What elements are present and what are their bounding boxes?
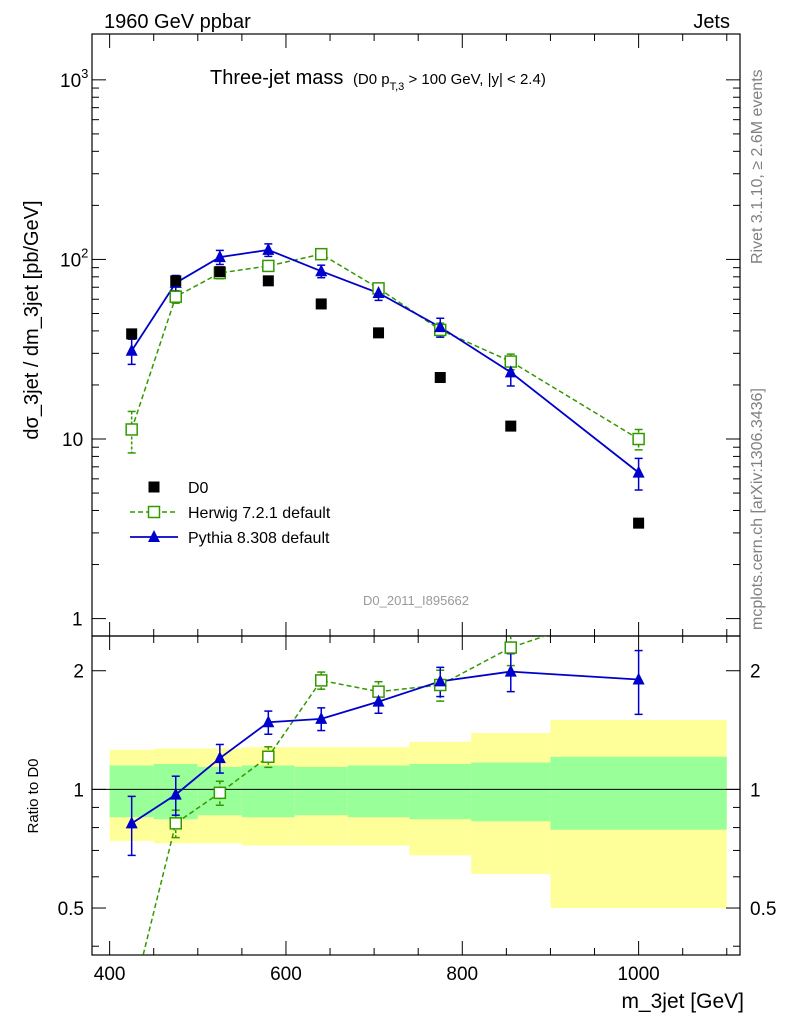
herwig-ratio-point — [633, 599, 644, 610]
main-y-tick-base: 10 — [62, 430, 83, 451]
main-y-tick-base: 1 — [72, 610, 83, 631]
legend: D0 Herwig 7.2.1 default Pythia 8.308 defau… — [130, 480, 331, 547]
ratio-band-stat — [294, 766, 348, 816]
d0-point — [434, 372, 446, 384]
herwig-ratio-point — [169, 817, 183, 830]
d0-point — [505, 420, 517, 432]
d0-point — [170, 275, 182, 287]
pythia-ratio-point — [504, 664, 517, 677]
plot-title-sub: (D0 p — [353, 71, 390, 88]
y-axis-label: dσ_3jet / dm_3jet [pb/GeV] — [21, 200, 43, 439]
pythia-ratio-point — [434, 674, 447, 687]
ratio-plot-marks — [125, 599, 645, 1007]
ratio-band-stat — [409, 763, 472, 820]
x-axis-label: m_3jet [GeV] — [621, 990, 744, 1013]
pythia-point — [315, 264, 328, 277]
pythia-ratio-point — [213, 751, 226, 764]
ratio-y-tick-label: 0.5 — [58, 899, 84, 920]
herwig-point — [262, 259, 275, 273]
pythia-ratio-point — [372, 694, 385, 707]
legend-label: Herwig 7.2.1 default — [188, 505, 331, 522]
herwig-ratio-point — [262, 750, 275, 764]
ratio-y-tick-label-right: 0.5 — [750, 899, 776, 920]
ratio-y-axis-label: Ratio to D0 — [25, 758, 42, 833]
ratio-y-tick-label: 2 — [73, 662, 84, 683]
herwig-ratio-point — [126, 996, 137, 1007]
main-y-tick-base: 10 — [60, 250, 81, 271]
herwig-ratio-line — [142, 636, 548, 955]
x-tick-label: 400 — [94, 964, 126, 985]
herwig-ratio-point — [314, 674, 328, 687]
ratio-y-tick-label: 1 — [73, 780, 84, 801]
pythia-ratio-point — [262, 715, 275, 728]
plot-title: Three-jet mass (D0 pT,3 > 100 GeV, |y| <… — [210, 67, 546, 93]
ratio-band-stat — [347, 765, 410, 818]
plot-title-sub-index: T,3 — [390, 81, 405, 93]
pythia-point — [504, 365, 517, 378]
d0-point — [633, 517, 645, 529]
d0-point — [373, 327, 385, 339]
ratio-y-tick-label-right: 1 — [750, 780, 761, 801]
x-tick-label: 600 — [270, 964, 302, 985]
main-y-tick-label: 103 — [60, 66, 88, 92]
legend-pythia-marker — [148, 530, 160, 542]
ratio-y-tick-label-right: 2 — [750, 662, 761, 683]
herwig-line — [130, 253, 640, 440]
legend-herwig-marker — [147, 505, 161, 519]
pythia-point — [434, 320, 447, 333]
pythia-ratio-point — [315, 711, 328, 724]
analysis-id-label: D0_2011_I895662 — [363, 593, 469, 608]
pythia-point — [125, 343, 138, 356]
header-category: Jets — [693, 11, 730, 33]
pythia-point — [372, 286, 385, 299]
herwig-point — [125, 423, 138, 436]
pythia-point — [632, 465, 645, 478]
pythia-line — [130, 248, 640, 474]
ratio-band-stat — [550, 756, 727, 830]
d0-point — [315, 298, 327, 310]
main-y-tick-base: 10 — [60, 71, 81, 92]
main-y-tick-label: 10 — [62, 430, 83, 451]
ratio-band-stat — [241, 765, 295, 818]
herwig-ratio-point — [213, 786, 227, 800]
plot-title-main: Three-jet mass — [210, 67, 343, 89]
d0-point — [126, 328, 138, 340]
main-plot-marks — [125, 242, 645, 529]
d0-point — [262, 275, 274, 287]
pythia-ratio-point — [125, 816, 138, 829]
main-y-tick-exponent: 3 — [81, 66, 88, 81]
pythia-ratio-point — [169, 787, 182, 800]
ratio-plot-frame — [91, 635, 741, 956]
mcplots-label: mcplots.cern.ch [arXiv:1306.3436] — [749, 388, 766, 630]
main-y-tick-label: 1 — [72, 610, 83, 631]
ratio-band-stat — [471, 762, 551, 822]
legend-d0-marker — [148, 481, 160, 493]
x-tick-label: 800 — [446, 964, 478, 985]
herwig-point — [314, 247, 328, 261]
legend-label: D0 — [188, 480, 209, 497]
d0-point — [214, 266, 226, 278]
data-marks — [125, 242, 645, 1007]
x-tick-label: 1000 — [617, 964, 659, 985]
pythia-point — [262, 242, 275, 255]
main-y-tick-label: 102 — [60, 245, 88, 271]
herwig-ratio-point — [504, 641, 518, 654]
plot-title-sub-cut: > 100 GeV, |y| < 2.4) — [404, 71, 546, 88]
ratio-uncertainty-bands — [92, 719, 740, 909]
herwig-point — [632, 432, 645, 446]
header-energy: 1960 GeV ppbar — [104, 11, 251, 33]
pythia-point — [213, 250, 226, 263]
main-y-tick-exponent: 2 — [81, 245, 88, 260]
rivet-version-label: Rivet 3.1.10, ≥ 2.6M events — [749, 69, 766, 264]
legend-label: Pythia 8.308 default — [188, 530, 330, 547]
herwig-point — [169, 290, 183, 303]
pythia-ratio-point — [632, 672, 645, 685]
